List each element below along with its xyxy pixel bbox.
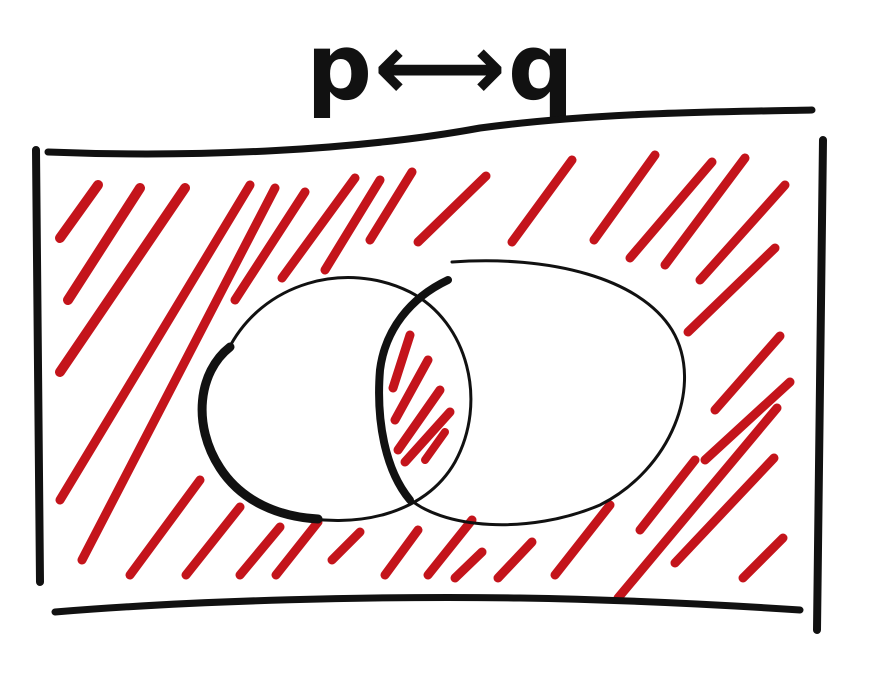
circle-p <box>197 276 473 524</box>
intersection-region-hatching <box>388 330 455 467</box>
universe-rectangle <box>32 106 827 634</box>
formula-title: p⟷q <box>306 14 576 121</box>
outside-region-hatching <box>55 150 795 603</box>
circle-q <box>375 259 687 527</box>
